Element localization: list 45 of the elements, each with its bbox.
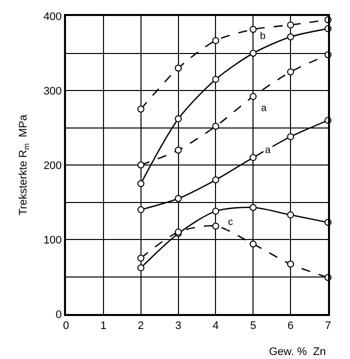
x-tick-label: 2 — [138, 320, 144, 332]
point — [137, 162, 144, 168]
point — [212, 222, 220, 230]
point — [287, 21, 294, 28]
x-tick-label: 1 — [100, 320, 106, 332]
annotation: a — [265, 145, 271, 156]
point — [250, 50, 257, 57]
point — [287, 68, 294, 76]
point — [212, 176, 220, 184]
x-tick-label: 3 — [175, 320, 182, 332]
point — [287, 33, 294, 40]
y-tick-label: 300 — [43, 85, 62, 98]
point — [287, 260, 294, 268]
point — [174, 64, 182, 72]
point — [212, 76, 220, 83]
point — [250, 204, 257, 211]
point — [174, 195, 182, 202]
point — [250, 26, 257, 33]
point — [212, 122, 220, 130]
point — [137, 254, 144, 262]
point — [250, 92, 257, 100]
x-tick-label: 6 — [288, 320, 294, 332]
point — [212, 208, 220, 215]
y-tick-label: 100 — [43, 234, 62, 246]
x-tick-label: 4 — [212, 320, 219, 332]
y-tick-label: 0 — [56, 308, 62, 321]
y-tick-label: 200 — [43, 160, 62, 172]
point — [212, 37, 220, 44]
x-tick-label: 5 — [250, 320, 256, 332]
point — [137, 264, 144, 272]
x-tick-label: 7 — [324, 320, 332, 332]
annotation: b — [260, 31, 266, 42]
point — [174, 146, 182, 154]
annotation: a — [261, 103, 267, 114]
point — [137, 206, 144, 214]
point — [137, 106, 144, 113]
point — [287, 133, 294, 140]
x-axis-title: Gew. % Zn — [269, 346, 326, 358]
point — [137, 180, 144, 188]
annotation: c — [228, 217, 233, 228]
point — [174, 115, 182, 122]
point — [250, 154, 257, 162]
point — [250, 240, 257, 248]
point — [287, 211, 294, 218]
y-tick-label: 400 — [43, 10, 62, 23]
